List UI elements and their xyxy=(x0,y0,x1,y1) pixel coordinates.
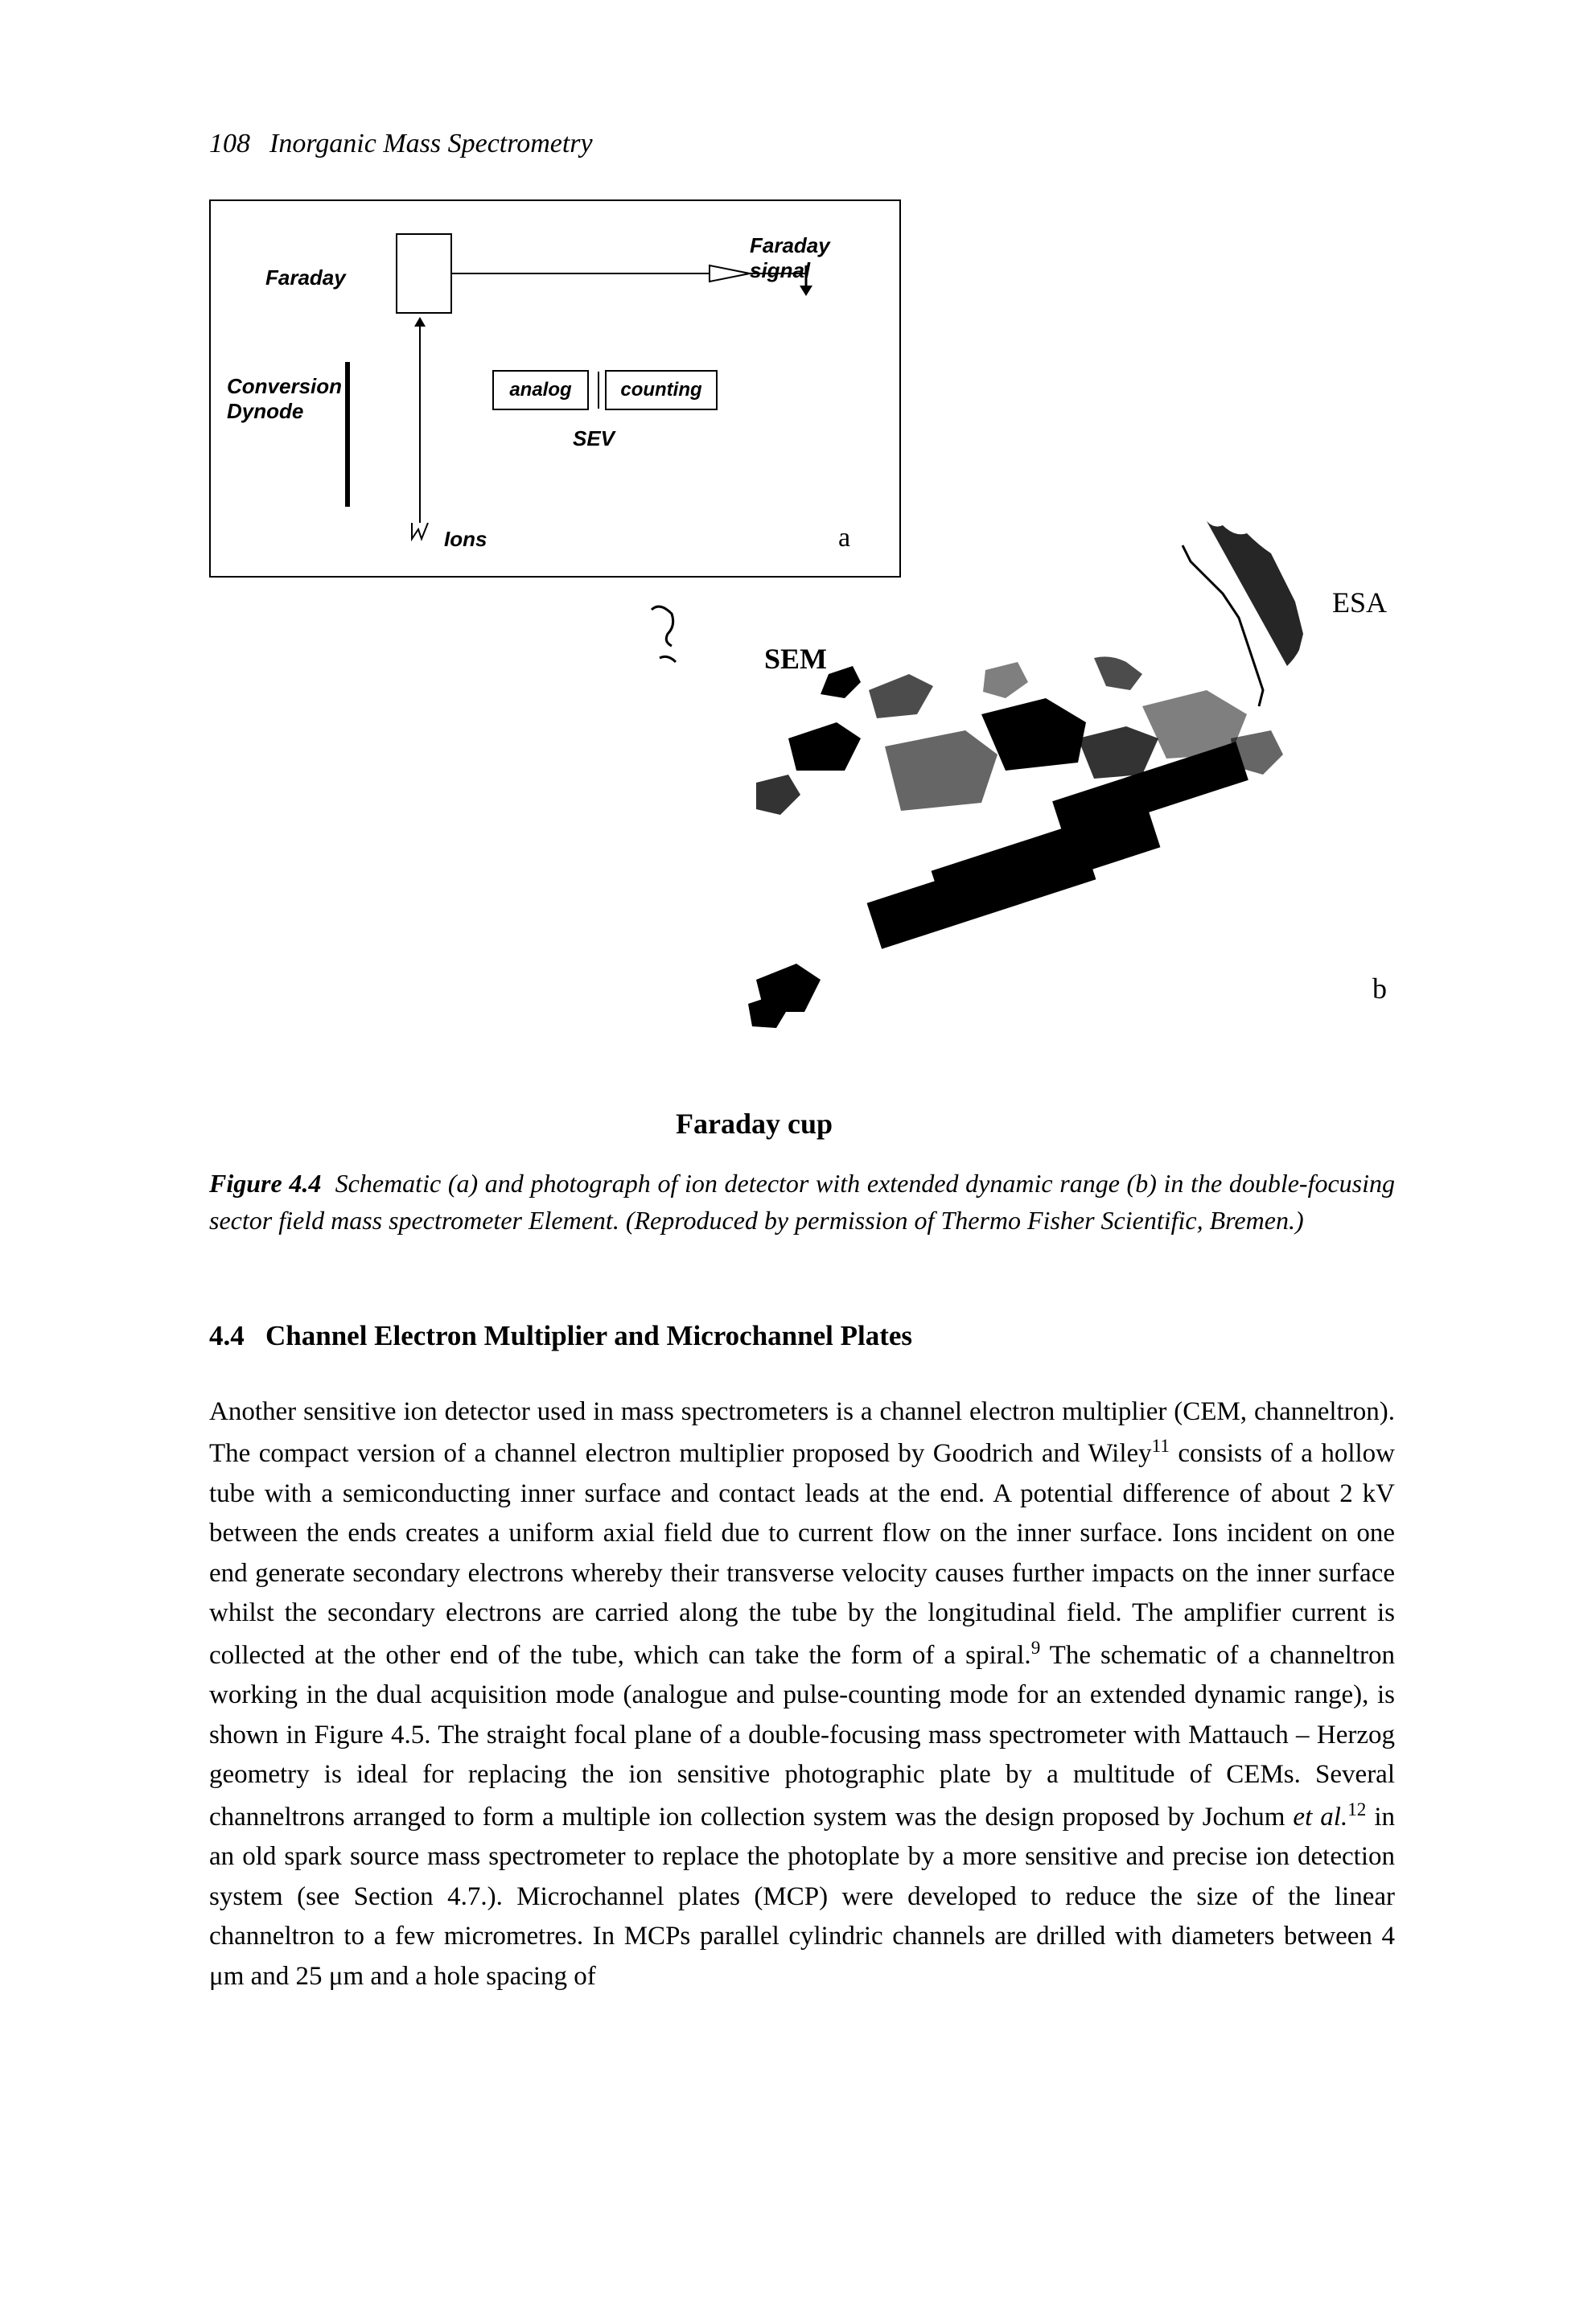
conversion-dynode-label: Conversion Dynode xyxy=(227,374,339,424)
analog-box: analog xyxy=(492,370,589,410)
body-text-2: consists of a hollow tube with a semicon… xyxy=(209,1439,1395,1670)
sev-label: SEV xyxy=(573,426,615,451)
photo-container: SEM ESA b Faraday cup xyxy=(209,578,1395,1141)
figure-caption-prefix: Figure 4.4 xyxy=(209,1169,321,1198)
ref-12: 12 xyxy=(1347,1799,1366,1819)
sem-photo-illustration xyxy=(627,513,1400,1116)
section-title: Channel Electron Multiplier and Microcha… xyxy=(265,1320,912,1351)
figure-container: Faraday signal Faraday Conversion Dynode… xyxy=(209,199,1395,1240)
running-title: Inorganic Mass Spectrometry xyxy=(269,129,593,159)
b-label: b xyxy=(1372,972,1387,1005)
counting-box: counting xyxy=(605,370,718,410)
faraday-cup-label: Faraday cup xyxy=(676,1107,833,1141)
body-paragraph: Another sensitive ion detector used in m… xyxy=(209,1392,1395,1997)
ref-11: 11 xyxy=(1152,1435,1170,1456)
section-heading: 4.4 Channel Electron Multiplier and Micr… xyxy=(209,1320,1395,1352)
sem-label: SEM xyxy=(764,642,827,676)
ions-label: Ions xyxy=(444,527,487,552)
page-number: 108 xyxy=(209,129,250,159)
ref-9: 9 xyxy=(1031,1637,1041,1658)
figure-caption-text: Schematic (a) and photograph of ion dete… xyxy=(209,1169,1395,1235)
et-al: et al. xyxy=(1293,1803,1347,1832)
page-header: 108 Inorganic Mass Spectrometry xyxy=(209,129,1395,159)
esa-label: ESA xyxy=(1332,586,1387,619)
figure-caption: Figure 4.4 Schematic (a) and photograph … xyxy=(209,1165,1395,1240)
section-number: 4.4 xyxy=(209,1320,245,1351)
